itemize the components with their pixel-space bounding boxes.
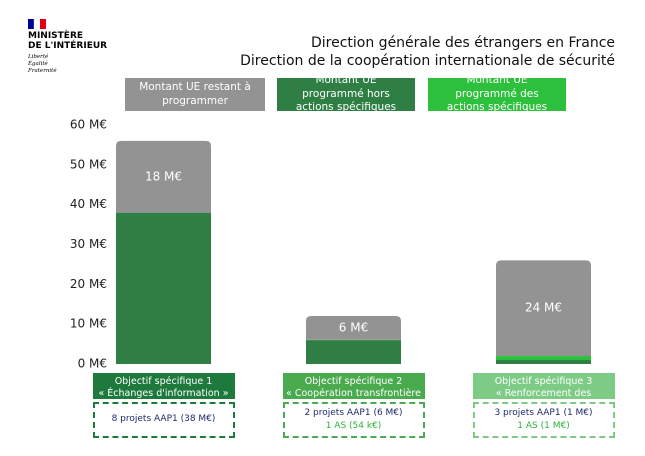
legend-item: Montant UE programmé hors actions spécif… bbox=[277, 74, 415, 113]
motto-line: Égalité bbox=[28, 60, 48, 67]
category-label: Objectif spécifique 3 bbox=[494, 376, 593, 387]
ministry: MINISTÈRE DE L'INTÉRIEUR bbox=[28, 31, 108, 52]
title: Direction générale des étrangers en Fran… bbox=[240, 34, 615, 70]
bar-segment bbox=[116, 140, 211, 213]
data-label: 24 M€ bbox=[525, 301, 562, 315]
category-label: Objectif spécifique 1 bbox=[114, 376, 213, 387]
bar-segment bbox=[306, 315, 401, 340]
data-label: 18 M€ bbox=[145, 169, 182, 183]
bar-segment bbox=[496, 356, 591, 361]
project-line: 3 projets AAP1 (1 M€) bbox=[494, 407, 593, 418]
ministry-line: DE L'INTÉRIEUR bbox=[28, 40, 108, 51]
projects-box: 8 projets AAP1 (38 M€) bbox=[92, 402, 235, 438]
y-tick-label: 30 M€ bbox=[70, 237, 107, 251]
flag bbox=[28, 18, 46, 30]
project-line: 2 projets AAP1 (6 M€) bbox=[304, 407, 403, 418]
bar-segment bbox=[496, 260, 591, 357]
motto: Liberté Égalité Fraternité bbox=[28, 54, 57, 75]
ministry-line: MINISTÈRE bbox=[28, 31, 84, 41]
y-tick-label: 40 M€ bbox=[70, 197, 107, 211]
projects-box: 3 projets AAP1 (1 M€) 1 AS (1 M€) bbox=[472, 402, 615, 438]
y-tick-label: 50 M€ bbox=[70, 157, 107, 171]
projects-box: 2 projets AAP1 (6 M€) 1 AS (54 k€) bbox=[282, 402, 425, 438]
y-tick-label: 20 M€ bbox=[70, 277, 107, 291]
bar-segment bbox=[116, 212, 211, 364]
project-line: 8 projets AAP1 (38 M€) bbox=[111, 414, 216, 425]
project-line: 1 AS (54 k€) bbox=[325, 421, 382, 431]
category-box: Objectif spécifique 2 « Coopération trans… bbox=[282, 373, 425, 412]
motto-line: Fraternité bbox=[28, 67, 57, 74]
legend-item: Montant UE restant à programmer bbox=[125, 78, 265, 111]
bar-segment bbox=[306, 340, 401, 364]
category-box: Objectif spécifique 3 « Renforcement des … bbox=[472, 373, 615, 412]
category-label: Objectif spécifique 2 bbox=[304, 376, 403, 387]
category-subtitle: « Échanges d'information » bbox=[98, 388, 229, 400]
motto-line: Liberté bbox=[28, 54, 49, 60]
title-line: Direction de la coopération internationa… bbox=[240, 53, 615, 70]
y-tick-label: 10 M€ bbox=[70, 317, 107, 331]
y-tick-label: 60 M€ bbox=[70, 118, 107, 132]
legend-item: Montant UE programmé des actions spécifi… bbox=[428, 74, 566, 113]
project-line: 1 AS (1 M€) bbox=[517, 421, 570, 431]
data-label: 6 M€ bbox=[339, 320, 368, 334]
bar-segment bbox=[496, 360, 591, 364]
title-line: Direction générale des étrangers en Fran… bbox=[310, 35, 615, 51]
y-tick-label: 0 M€ bbox=[78, 357, 107, 371]
category-box: Objectif spécifique 1 « Échanges d'inform… bbox=[92, 373, 235, 400]
